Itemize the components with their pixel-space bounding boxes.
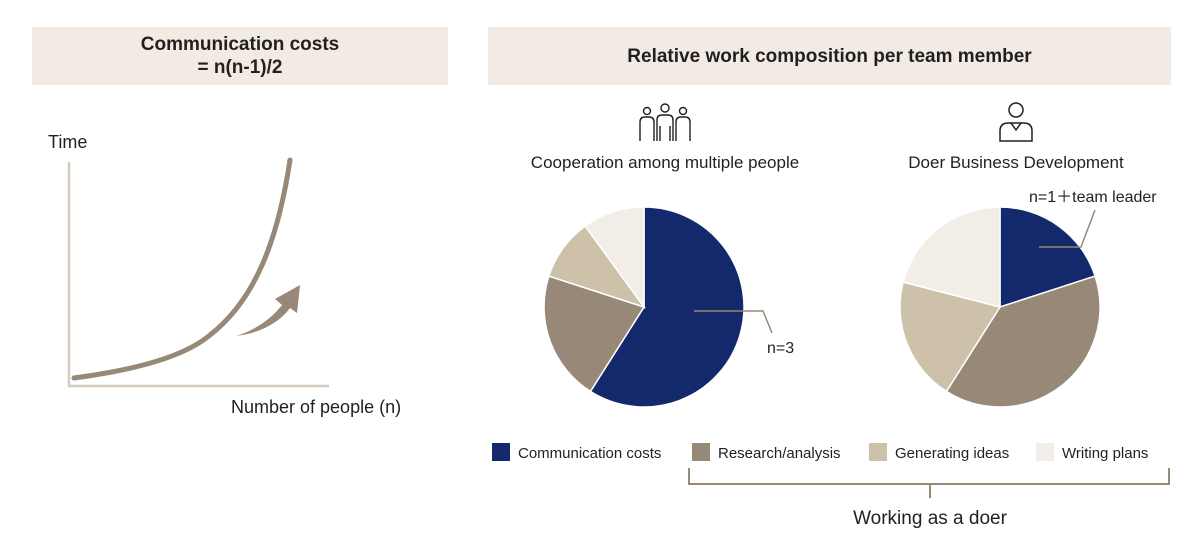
legend-item-communication-costs: Communication costs	[492, 443, 661, 462]
communication-costs-header: Communication costs = n(n-1)/2	[32, 27, 448, 85]
legend-label: Generating ideas	[895, 445, 1009, 462]
pie-slice-research-analysis	[945, 275, 1101, 408]
legend-swatch	[869, 443, 887, 461]
legend-swatch	[492, 443, 510, 461]
pie-slice-research-analysis	[543, 275, 646, 393]
y-axis-label: Time	[48, 132, 87, 152]
cost-curve	[71, 157, 293, 381]
team-leader-annotation: n=1＋team leader	[1029, 189, 1157, 206]
x-axis-label: Number of people (n)	[231, 397, 401, 417]
person-icon	[999, 102, 1033, 142]
legend-label: Research/analysis	[718, 445, 841, 462]
legend-label: Writing plans	[1062, 445, 1148, 462]
legend-swatch	[692, 443, 710, 461]
pie-doer	[899, 206, 1101, 408]
legend-item-generating-ideas: Generating ideas	[869, 443, 1009, 462]
doer-bracket-label: Working as a doer	[853, 508, 1008, 529]
pie-slice-writing-plans	[584, 206, 645, 310]
communication-cost-chart: Time Number of people (n)	[48, 132, 401, 417]
doer-bracket	[688, 468, 1170, 498]
legend-swatch	[1036, 443, 1054, 461]
legend-item-research-analysis: Research/analysis	[692, 443, 841, 462]
legend-item-writing-plans: Writing plans	[1036, 443, 1148, 462]
n3-leader-line	[694, 310, 773, 334]
legend: Communication costs Research/analysis Gene…	[492, 443, 1148, 462]
header-title: Communication costs	[140, 34, 340, 55]
group-people-icon	[639, 103, 691, 141]
legend-label: Communication costs	[518, 445, 661, 462]
pie2-title: Doer Business Development	[908, 153, 1124, 172]
pie-slice-communication-costs	[589, 206, 745, 408]
n3-annotation: n=3	[767, 340, 794, 357]
team-leader-leader-line	[1039, 209, 1096, 248]
header-formula: = n(n-1)/2	[197, 57, 283, 78]
work-composition-header: Relative work composition per team membe…	[488, 27, 1171, 85]
pie-slice-generating-ideas	[899, 281, 1002, 393]
pie-slice-writing-plans	[902, 206, 1001, 308]
pie1-title: Cooperation among multiple people	[531, 153, 799, 172]
pie-cooperation	[543, 206, 745, 408]
pie-slice-communication-costs	[999, 206, 1097, 309]
header-title: Relative work composition per team membe…	[627, 45, 1032, 67]
growth-arrow	[236, 285, 300, 336]
